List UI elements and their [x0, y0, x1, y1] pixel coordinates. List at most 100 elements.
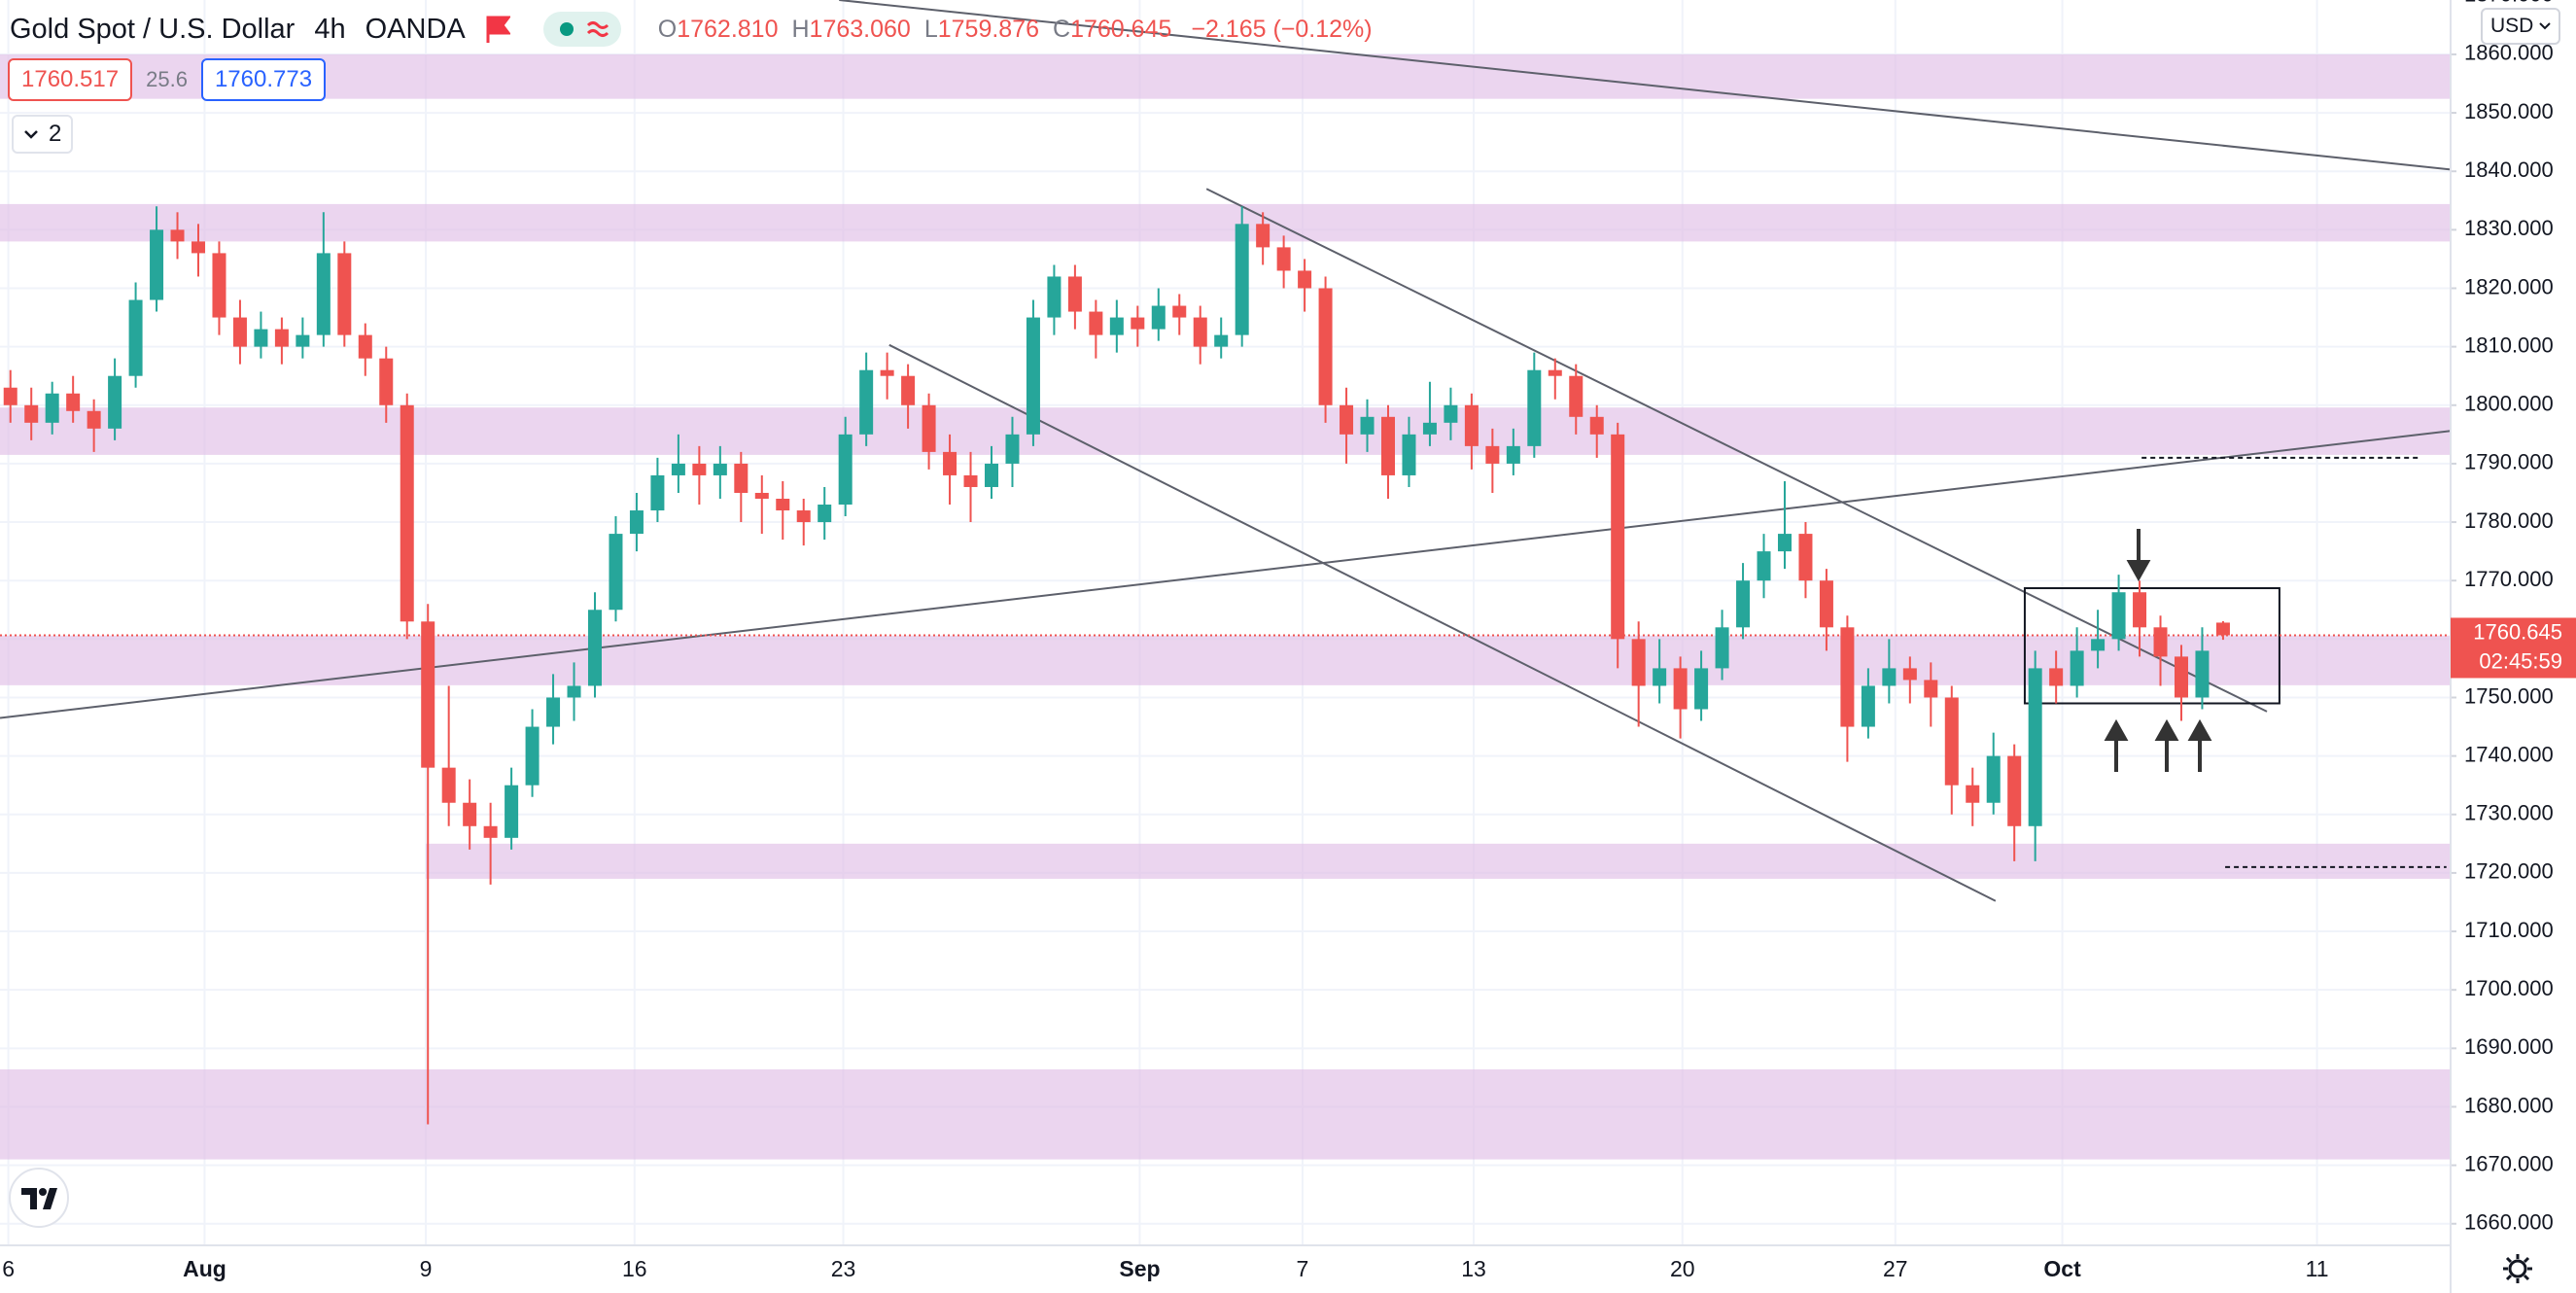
- y-tick-label: 1740.000: [2464, 742, 2554, 766]
- trendline: [0, 430, 2451, 719]
- candle-body: [274, 329, 289, 347]
- candle-body: [1131, 317, 1145, 330]
- ohlc-item: L1759.876: [924, 16, 1039, 44]
- currency-selector[interactable]: USD: [2481, 8, 2561, 45]
- candle-body: [316, 253, 331, 335]
- candle-body: [1861, 685, 1875, 727]
- ohlc-label: C: [1053, 15, 1071, 43]
- candle-body: [1026, 317, 1040, 435]
- plot-area: [0, 0, 2451, 1160]
- candle-body: [254, 329, 268, 347]
- x-tick-label: Oct: [2043, 1256, 2081, 1281]
- candle-body: [963, 474, 978, 487]
- x-tick-label: 27: [1883, 1256, 1908, 1281]
- y-tick-label: 1770.000: [2464, 567, 2554, 591]
- candle-body: [1422, 422, 1437, 435]
- candle-body: [1047, 276, 1062, 318]
- candle-body: [1172, 305, 1187, 318]
- candle-body: [629, 510, 644, 535]
- x-tick-label: 16: [622, 1256, 647, 1281]
- ask-button[interactable]: 1760.773: [200, 58, 327, 101]
- quote-row: 1760.517 25.6 1760.773: [8, 58, 327, 101]
- candle-body: [1506, 445, 1520, 464]
- ohlc-value: 1760.645: [1070, 15, 1172, 43]
- candle-body: [1694, 668, 1709, 710]
- candle-body: [671, 463, 685, 475]
- candle-body: [901, 375, 916, 405]
- flag-icon[interactable]: [485, 16, 510, 43]
- candle-body: [754, 492, 769, 500]
- candle-body: [1444, 404, 1458, 423]
- candle-body: [734, 463, 748, 493]
- y-tick-label: 1780.000: [2464, 508, 2554, 533]
- candle-body: [587, 610, 602, 686]
- candle-body: [859, 369, 874, 435]
- candle-body: [1653, 668, 1667, 686]
- status-pill[interactable]: [542, 12, 621, 47]
- candle-body: [922, 404, 936, 452]
- candle-body: [692, 463, 707, 475]
- y-tick-label: 1750.000: [2464, 683, 2554, 708]
- candle-body: [212, 253, 226, 318]
- chevron: [24, 130, 38, 139]
- candle-body: [525, 726, 540, 786]
- range-box: [2023, 587, 2280, 705]
- y-tick-label: 1790.000: [2464, 450, 2554, 474]
- y-tick-label: 1690.000: [2464, 1034, 2554, 1059]
- trendline: [839, 0, 2451, 171]
- candle-body: [1109, 317, 1124, 335]
- symbol-header: Gold Spot / U.S. Dollar 4h OANDA O1762.8…: [10, 8, 1373, 51]
- candle-body: [984, 463, 998, 487]
- currency: USD: [2490, 15, 2534, 37]
- candle-body: [191, 241, 205, 254]
- candle-body: [1005, 434, 1020, 464]
- settings-icon[interactable]: [2503, 1254, 2532, 1283]
- zone: [0, 53, 2451, 99]
- candle-body: [1089, 311, 1103, 335]
- candle-body: [880, 369, 894, 376]
- y-tick-label: 1660.000: [2464, 1210, 2554, 1235]
- candle-body: [66, 393, 81, 411]
- candle-body: [296, 334, 310, 347]
- candle-body: [1736, 580, 1751, 628]
- y-tick-label: 1840.000: [2464, 157, 2554, 182]
- candle-body: [2153, 627, 2168, 657]
- y-tick-label: 1670.000: [2464, 1151, 2554, 1175]
- candle-body: [400, 404, 414, 622]
- candle-body: [1360, 416, 1375, 435]
- x-tick-label: 13: [1461, 1256, 1486, 1281]
- candle-body: [441, 767, 456, 803]
- candle-body: [1235, 224, 1249, 335]
- y-tick-label: 1710.000: [2464, 918, 2554, 942]
- candle-body: [776, 499, 790, 511]
- candle-body: [2091, 639, 2106, 651]
- candle-body: [2195, 650, 2210, 698]
- indicator-count: 2: [49, 121, 62, 147]
- y-tick-label: 1870.000: [2464, 0, 2554, 7]
- candle-body: [818, 505, 832, 523]
- candle-body: [1464, 404, 1479, 446]
- logo-mark: [21, 1188, 57, 1209]
- y-tick-label: 1720.000: [2464, 859, 2554, 884]
- interval[interactable]: 4h: [314, 13, 346, 45]
- logo-badge: [9, 1168, 69, 1228]
- candle-body: [567, 685, 581, 698]
- ohlc-label: O: [657, 15, 678, 43]
- candle-body: [232, 317, 247, 347]
- candle-body: [128, 299, 143, 376]
- x-tick-label: 23: [831, 1256, 856, 1281]
- exchange: OANDA: [365, 13, 466, 45]
- arrow-head: [2154, 718, 2179, 741]
- zone: [0, 203, 2451, 242]
- candle-body: [2133, 592, 2147, 628]
- zone: [426, 843, 2451, 879]
- price-label: 1760.645: [2473, 619, 2562, 644]
- candle-body: [1819, 580, 1833, 628]
- bid-button[interactable]: 1760.517: [8, 58, 133, 101]
- indicator-toggle[interactable]: 2: [12, 115, 74, 154]
- candle-body: [1715, 627, 1729, 669]
- candle-body: [1569, 375, 1584, 417]
- symbol-name[interactable]: Gold Spot / U.S. Dollar: [10, 13, 296, 45]
- candle-body: [1527, 369, 1542, 446]
